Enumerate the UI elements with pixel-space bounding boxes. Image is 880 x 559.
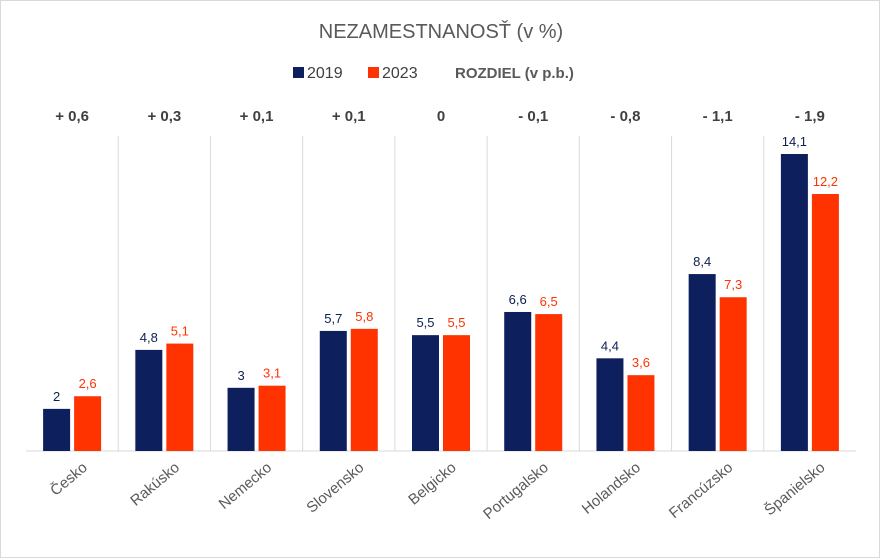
difference-label: - 0,8 [610,108,640,125]
difference-label: + 0,6 [55,108,89,125]
bar-2019 [319,330,347,451]
bar-2019 [688,274,716,451]
difference-label: + 0,3 [147,108,181,125]
bar-2023 [166,343,194,451]
data-label-2019: 5,7 [324,311,342,326]
data-label-2023: 3,6 [632,355,650,370]
bar-2019 [596,358,624,451]
bar-2019 [43,408,71,451]
legend-swatch-2019 [293,67,304,78]
legend: 2019 2023 ROZDIEL (v p.b.) [293,65,574,82]
data-label-2023: 7,3 [724,277,742,292]
bar-2023 [350,328,378,451]
category-label: Francúzsko [666,459,736,522]
data-label-2019: 4,4 [601,338,619,353]
legend-difference-label: ROZDIEL (v p.b.) [455,65,574,82]
data-label-2019: 2 [53,389,60,404]
bar-2019 [135,349,163,451]
data-label-2019: 6,6 [509,292,527,307]
data-label-2019: 14,1 [782,134,807,149]
difference-label: - 1,9 [795,108,825,125]
data-label-2019: 4,8 [140,330,158,345]
bar-2023 [74,396,102,451]
category-label: Holandsko [579,459,644,518]
data-label-2023: 2,6 [79,376,97,391]
difference-labels: + 0,6 + 0,3 + 0,1 + 0,1 0 - 0,1 - 0,8 - 1,1 - 1,… [55,108,825,125]
legend-swatch-2023 [368,67,379,78]
data-label-2023: 5,1 [171,324,189,339]
bar-2023 [627,375,655,451]
bar-2023 [443,335,470,451]
category-label: Slovensko [303,459,367,517]
bar-2019 [227,387,255,451]
data-labels: 2 2,6 4,8 5,1 3 3,1 5,7 5,8 5,5 5,5 6,6 6,5 4,4 3,6 8,… [53,134,838,404]
bar-2019 [504,311,532,451]
category-label: Česko [47,459,91,499]
category-label: Nemecko [216,459,275,513]
bar-2023 [258,385,286,451]
category-labels: Česko Rakúsko Nemecko Slovensko Belgicko Port… [47,459,828,523]
bar-2019 [780,154,808,451]
legend-label-2019: 2019 [307,65,343,82]
category-label: Belgicko [405,459,459,508]
category-separators [117,136,765,451]
difference-label: - 1,1 [703,108,733,125]
category-label: Španielsko [761,459,828,519]
bar-2023 [811,194,839,451]
difference-label: + 0,1 [332,108,366,125]
data-label-2019: 8,4 [693,254,711,269]
legend-label-2023: 2023 [382,65,418,82]
data-label-2023: 5,5 [447,315,465,330]
category-label: Rakúsko [127,459,183,510]
difference-label: + 0,1 [240,108,274,125]
category-label: Portugalsko [480,459,552,523]
data-label-2023: 3,1 [263,366,281,381]
data-label-2023: 6,5 [540,294,558,309]
data-label-2023: 5,8 [355,309,373,324]
data-label-2019: 3 [237,368,244,383]
bars [43,154,839,451]
data-label-2023: 12,2 [813,174,838,189]
chart-title: NEZAMESTNANOSŤ (v %) [319,20,563,43]
data-label-2019: 5,5 [416,315,434,330]
bar-2023 [719,297,747,451]
bar-2019 [412,335,439,451]
difference-label: 0 [437,108,445,125]
difference-label: - 0,1 [518,108,548,125]
bar-2023 [535,314,563,451]
